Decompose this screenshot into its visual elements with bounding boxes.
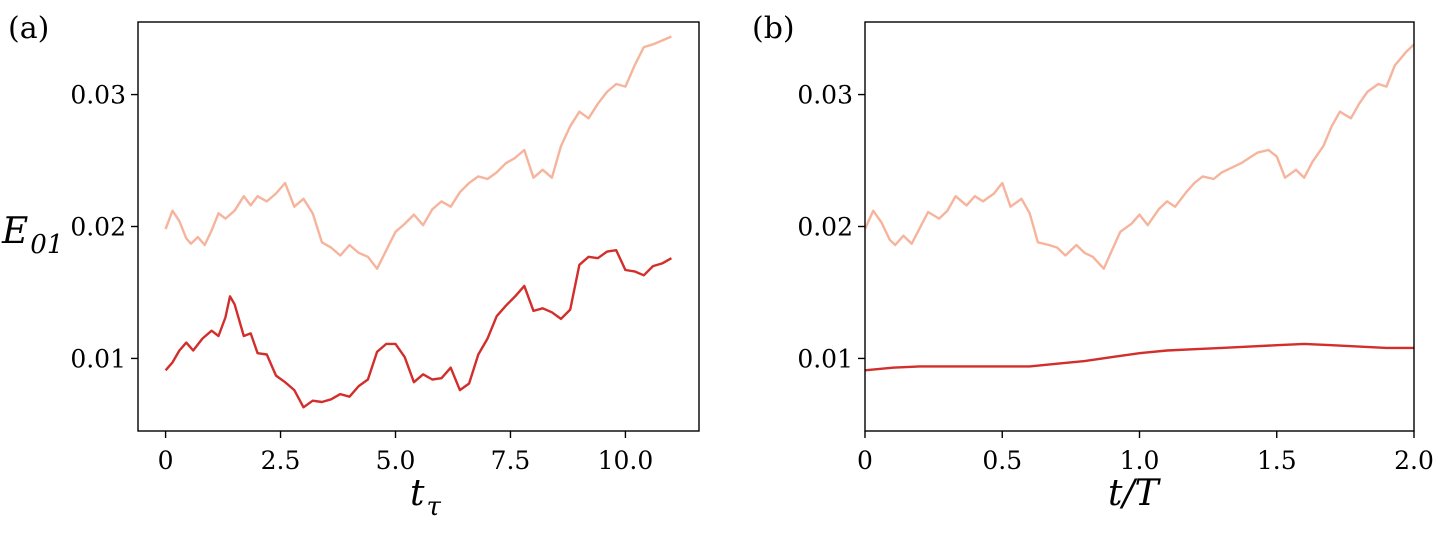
x-tick-label: 10.0 (598, 446, 654, 475)
y-tick-label: 0.02 (70, 213, 126, 242)
x-tick-label: 1.5 (1257, 446, 1297, 475)
plot-frame-a (137, 21, 700, 432)
x-axis-label-a: tτ (410, 473, 441, 522)
x-tick-label: 2.5 (261, 446, 301, 475)
y-axis-label-subscript: 01 (30, 230, 63, 260)
x-tick-label: 0.5 (982, 446, 1022, 475)
series-line-b-dark (864, 342, 1414, 372)
x-tick-label: 2.0 (1394, 446, 1434, 475)
plot-frame-b (864, 21, 1415, 432)
panel-label-b: (b) (752, 11, 795, 46)
series-line-b-light (863, 43, 1415, 270)
y-tick-label: 0.03 (70, 81, 126, 110)
y-tick-label: 0.03 (797, 81, 853, 110)
x-tick-label: 1.0 (1120, 446, 1160, 475)
y-tick-label: 0.01 (70, 344, 126, 373)
x-tick-label: 0 (158, 446, 174, 475)
panel-label-a: (a) (8, 11, 49, 46)
y-axis-label-a: E01 (1, 211, 63, 260)
x-tick-label: 5.0 (376, 446, 416, 475)
x-axis-label-main: t (410, 473, 425, 514)
x-tick-label: 0 (857, 446, 873, 475)
series-line-a-light (164, 35, 672, 270)
y-tick-label: 0.02 (797, 213, 853, 242)
x-axis-label-subscript: τ (426, 492, 441, 522)
series-line-a-dark (164, 248, 672, 409)
panel-b: (b) t/T 0 0.5 1.0 1.5 2.0 0.01 0.02 0.03 (752, 11, 1434, 514)
x-axis-label-b: t/T (1108, 473, 1162, 514)
y-tick-label: 0.01 (797, 344, 853, 373)
x-tick-label: 7.5 (491, 446, 531, 475)
y-axis-label-main: E (1, 211, 28, 252)
panel-a: (a) E01 tτ 0 2.5 5.0 7.5 10.0 0.01 0.02 0.03 (1, 11, 700, 522)
